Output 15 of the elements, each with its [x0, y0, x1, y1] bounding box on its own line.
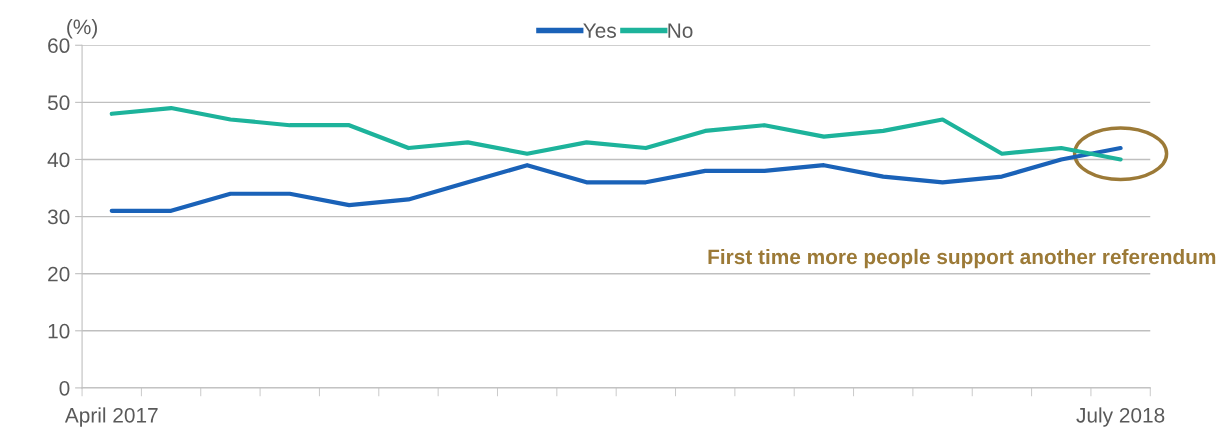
y-axis-title: (%): [67, 18, 97, 39]
y-tick-label: 40: [47, 152, 70, 168]
y-tick-label: 30: [47, 209, 70, 225]
x-tick-label: April 2017: [64, 407, 158, 427]
y-tick-label: 20: [48, 266, 70, 282]
y-tick-label: 10: [48, 323, 70, 339]
line-series: [109, 145, 1123, 213]
y-tick-label: 60: [48, 38, 70, 54]
legend-label: Yes: [583, 23, 616, 38]
y-tick-label: 50: [47, 95, 70, 111]
line-series: [109, 105, 1123, 162]
annotation: First time more people support another referendum: [708, 248, 1216, 269]
x-tick-label: July 2018: [1076, 407, 1165, 427]
legend-label: No: [668, 23, 693, 38]
y-tick-label: 0: [59, 380, 70, 396]
